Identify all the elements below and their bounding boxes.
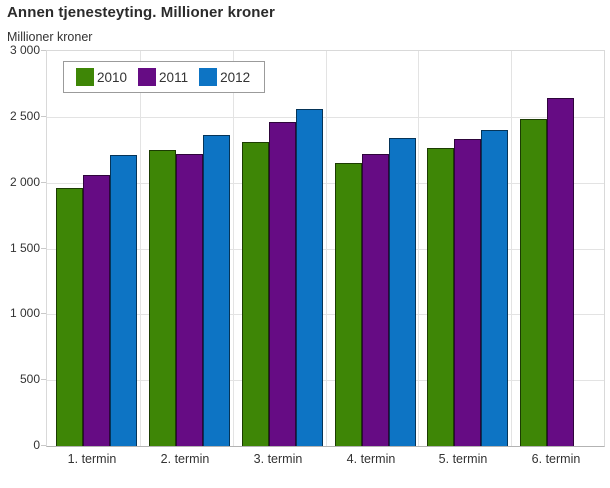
legend-label: 2012 bbox=[220, 69, 251, 85]
v-gridline bbox=[233, 51, 234, 446]
legend-item-2011[interactable]: 2011 bbox=[138, 68, 188, 86]
y-tick-label: 1 000 bbox=[9, 306, 40, 320]
h-gridline bbox=[47, 183, 604, 184]
h-gridline bbox=[47, 117, 604, 118]
x-tick-label: 6. termin bbox=[531, 452, 581, 466]
bar-2012-5-termin bbox=[481, 130, 508, 446]
bar-2011-3-termin bbox=[269, 122, 296, 446]
bar-2012-3-termin bbox=[296, 109, 323, 446]
bar-2012-4-termin bbox=[389, 138, 416, 446]
legend-label: 2011 bbox=[159, 69, 189, 85]
v-gridline bbox=[326, 51, 327, 446]
x-tick-label: 5. termin bbox=[438, 452, 488, 466]
legend-swatch-icon bbox=[138, 68, 157, 86]
h-gridline bbox=[47, 314, 604, 315]
legend-swatch-icon bbox=[199, 68, 218, 86]
bar-2012-1-termin bbox=[110, 155, 137, 446]
y-tick-label: 2 000 bbox=[9, 175, 40, 189]
bar-2010-4-termin bbox=[335, 163, 362, 446]
legend-label: 2010 bbox=[97, 69, 128, 85]
legend-item-2010[interactable]: 2010 bbox=[76, 68, 127, 86]
bar-2011-4-termin bbox=[362, 154, 389, 446]
y-tick-label: 2 500 bbox=[9, 109, 40, 123]
y-tick-mark bbox=[41, 50, 46, 51]
v-gridline bbox=[140, 51, 141, 446]
y-tick-mark bbox=[41, 116, 46, 117]
y-tick-mark bbox=[41, 248, 46, 249]
h-gridline bbox=[47, 249, 604, 250]
y-tick-mark bbox=[41, 313, 46, 314]
legend-swatch-icon bbox=[76, 68, 94, 86]
y-tick-label: 1 500 bbox=[9, 241, 40, 255]
plot-area: 2010 2011 2012 bbox=[46, 50, 605, 447]
v-gridline bbox=[511, 51, 512, 446]
chart-title: Annen tjenesteyting. Millioner kroner bbox=[7, 4, 275, 21]
x-tick-label: 4. termin bbox=[346, 452, 396, 466]
x-tick-label: 2. termin bbox=[160, 452, 210, 466]
legend: 2010 2011 2012 bbox=[63, 61, 266, 93]
y-tick-label: 3 000 bbox=[9, 43, 40, 57]
legend-item-2012[interactable]: 2012 bbox=[199, 68, 250, 86]
bar-2011-2-termin bbox=[176, 154, 203, 446]
bar-2011-6-termin bbox=[547, 98, 574, 446]
y-tick-label: 0 bbox=[33, 438, 40, 452]
x-tick-label: 3. termin bbox=[253, 452, 303, 466]
bar-2011-1-termin bbox=[83, 175, 110, 446]
bar-2010-2-termin bbox=[149, 150, 176, 446]
y-tick-label: 500 bbox=[19, 372, 40, 386]
bar-2010-1-termin bbox=[56, 188, 83, 446]
bar-2012-2-termin bbox=[203, 135, 230, 446]
v-gridline bbox=[418, 51, 419, 446]
y-axis-title: Millioner kroner bbox=[7, 30, 93, 44]
x-tick-label: 1. termin bbox=[67, 452, 117, 466]
bar-2011-5-termin bbox=[454, 139, 481, 446]
bar-2010-6-termin bbox=[520, 119, 547, 446]
bar-2010-5-termin bbox=[427, 148, 454, 446]
y-tick-mark bbox=[41, 445, 46, 446]
y-tick-mark bbox=[41, 379, 46, 380]
y-tick-mark bbox=[41, 182, 46, 183]
h-gridline bbox=[47, 380, 604, 381]
bar-2010-3-termin bbox=[242, 142, 269, 446]
